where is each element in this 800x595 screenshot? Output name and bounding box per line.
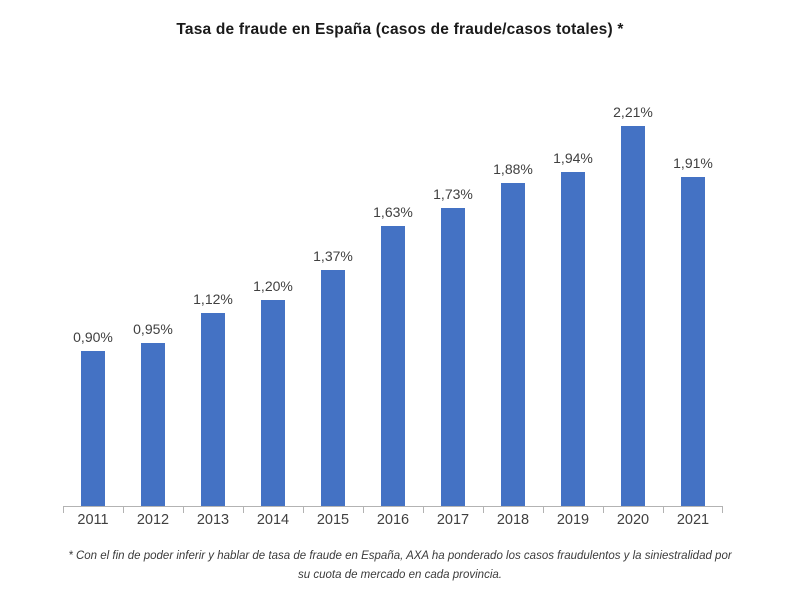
x-axis-label-2021: 2021 — [676, 512, 710, 528]
x-axis-label-2013: 2013 — [196, 512, 230, 528]
x-axis-tick — [543, 507, 544, 513]
bar-value-label-2016: 1,63% — [373, 204, 413, 220]
x-axis-tick — [363, 507, 364, 513]
x-axis-tick — [243, 507, 244, 513]
bar-value-label-2015: 1,37% — [313, 248, 353, 264]
bar-2021 — [681, 177, 705, 506]
x-axis-label-2014: 2014 — [256, 512, 290, 528]
x-axis-tick — [183, 507, 184, 513]
plot-area: 0,90% 0,95% 1,12% 1,20% 1,37% 1,63% 1,73% 1,88%… — [63, 0, 723, 506]
bar-2013 — [201, 313, 225, 506]
bar-value-label-2013: 1,12% — [193, 291, 233, 307]
x-axis-label-2020: 2020 — [616, 512, 650, 528]
bar-value-label-2021: 1,91% — [673, 155, 713, 171]
bar-value-label-2014: 1,20% — [253, 278, 293, 294]
x-axis-label-2018: 2018 — [496, 512, 530, 528]
bar-2017 — [441, 208, 465, 506]
x-axis-label-2015: 2015 — [316, 512, 350, 528]
bar-value-label-2012: 0,95% — [133, 321, 173, 337]
bar-2016 — [381, 226, 405, 506]
bar-2020 — [621, 126, 645, 506]
x-axis-tick — [63, 507, 64, 513]
x-axis-tick — [663, 507, 664, 513]
x-axis-tick — [722, 507, 723, 513]
x-axis-tick — [123, 507, 124, 513]
bar-2015 — [321, 270, 345, 506]
x-axis-tick — [303, 507, 304, 513]
x-axis-label-2016: 2016 — [376, 512, 410, 528]
x-axis — [63, 506, 723, 513]
footnote-line-1: * Con el fin de poder inferir y hablar d… — [68, 550, 732, 562]
bar-value-label-2017: 1,73% — [433, 186, 473, 202]
x-axis-label-2011: 2011 — [77, 512, 109, 528]
footnote-line-2: su cuota de mercado en cada provincia. — [298, 569, 502, 581]
x-axis-tick — [603, 507, 604, 513]
bar-value-label-2019: 1,94% — [553, 150, 593, 166]
x-axis-label-2012: 2012 — [136, 512, 170, 528]
bar-value-label-2011: 0,90% — [73, 329, 113, 345]
bar-2011 — [81, 351, 105, 506]
footnote: * Con el fin de poder inferir y hablar d… — [10, 547, 790, 585]
bar-2019 — [561, 172, 585, 506]
bar-2018 — [501, 183, 525, 506]
chart-title: Tasa de fraude en España (casos de fraud… — [176, 21, 624, 38]
bar-2012 — [141, 343, 165, 506]
x-axis-tick — [483, 507, 484, 513]
x-axis-label-2017: 2017 — [436, 512, 470, 528]
bar-value-label-2020: 2,21% — [613, 104, 653, 120]
bar-value-label-2018: 1,88% — [493, 161, 533, 177]
x-axis-tick — [423, 507, 424, 513]
x-axis-labels: 2011 2012 2013 2014 2015 2016 2017 2018 2019 2020… — [63, 512, 723, 528]
bar-2014 — [261, 300, 285, 506]
x-axis-label-2019: 2019 — [556, 512, 590, 528]
